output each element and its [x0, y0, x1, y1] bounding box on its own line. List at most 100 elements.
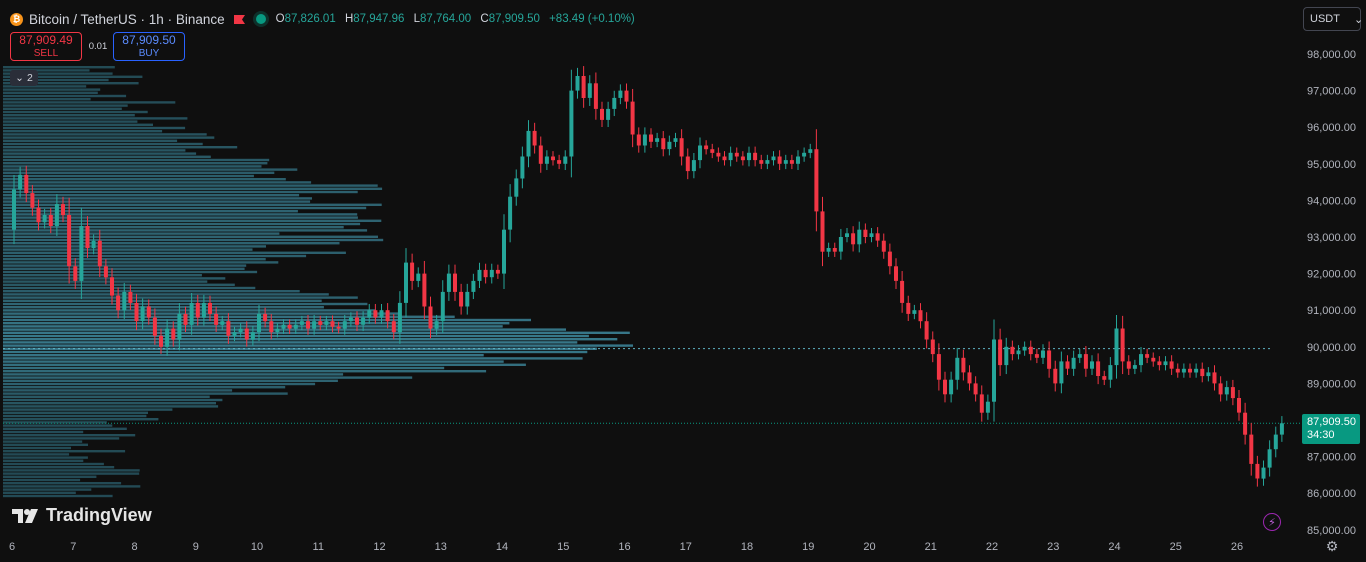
volume-profile-bar	[3, 181, 312, 184]
candle	[1194, 368, 1199, 373]
candle	[949, 379, 954, 395]
volume-profile-bar	[3, 190, 358, 194]
candle	[416, 273, 421, 281]
candle	[1126, 361, 1131, 369]
volume-profile-bar	[3, 376, 413, 379]
volume-profile-bar	[3, 165, 262, 168]
candle	[152, 317, 157, 336]
candle	[1151, 357, 1156, 362]
x-tick-label: 24	[1108, 541, 1120, 553]
volume-profile-bar	[3, 139, 178, 142]
symbol-header[interactable]: ₿ Bitcoin / TetherUS · 1h · Binance O87,…	[10, 9, 641, 29]
candle	[796, 156, 800, 164]
y-tick-label: 90,000.00	[1307, 342, 1356, 354]
candle	[655, 138, 660, 142]
candle	[906, 302, 911, 314]
candle	[1034, 354, 1039, 358]
volume-profile-bar	[3, 309, 376, 312]
volume-profile-bar	[3, 274, 202, 277]
volume-profile-bar	[3, 386, 286, 389]
candle	[342, 321, 347, 329]
volume-profile-bar	[3, 446, 71, 450]
candle	[391, 321, 396, 333]
candle	[838, 237, 843, 252]
x-tick-label: 20	[863, 541, 875, 553]
candle	[1096, 361, 1101, 376]
candle	[508, 196, 513, 230]
buy-button[interactable]: 87,909.50 BUY	[113, 32, 185, 61]
candle	[1206, 372, 1211, 377]
candle	[1163, 361, 1168, 366]
time-axis[interactable]: 6 7 8 9 10 11 12 13 14 15 16 17 18 19 20 21 22 23 24 25 26	[9, 541, 1243, 553]
x-tick-label: 8	[131, 541, 137, 553]
volume-profile-bar	[3, 360, 504, 363]
x-tick-label: 13	[435, 541, 447, 553]
volume-profile-bar	[3, 322, 510, 325]
volume-profile-bar	[3, 254, 307, 258]
volume-profile-bar	[3, 488, 92, 491]
volume-profile-bar	[3, 418, 159, 421]
price-axis[interactable]: 98,000.00 97,000.00 96,000.00 95,000.00 94,0…	[1307, 49, 1356, 537]
volume-profile-bar	[3, 120, 138, 123]
candle	[1249, 434, 1254, 464]
volume-profile-bar	[3, 72, 113, 75]
candle	[453, 273, 457, 292]
candle	[1175, 368, 1180, 373]
candle	[324, 321, 329, 325]
lightning-icon[interactable]: ⚡	[1263, 513, 1281, 531]
volume-profile-bar	[3, 398, 223, 402]
candlestick-series	[12, 66, 1284, 487]
sell-button[interactable]: 87,909.49 SELL	[10, 32, 82, 61]
volume-profile-bar	[3, 382, 316, 386]
y-tick-label: 95,000.00	[1307, 159, 1356, 171]
candle	[355, 317, 359, 325]
indicators-toggle-button[interactable]: ⌄ 2	[10, 70, 38, 86]
currency-selector[interactable]: USDT ⌄	[1303, 7, 1363, 31]
candle	[1083, 354, 1088, 369]
low-label: L	[413, 13, 421, 25]
gear-icon[interactable]: ⚙	[1325, 537, 1339, 554]
volume-profile-bar	[3, 206, 367, 210]
volume-profile-bar	[3, 155, 211, 158]
candle	[287, 324, 292, 329]
flag-icon[interactable]	[233, 14, 246, 25]
indicators-count: 2	[26, 72, 33, 84]
candle	[569, 90, 574, 157]
volume-profile-bar	[3, 117, 188, 120]
candle	[532, 130, 537, 146]
candle	[887, 251, 892, 267]
candle	[808, 149, 813, 153]
candle	[281, 324, 286, 329]
candle	[201, 302, 206, 318]
volume-profile-bar	[3, 130, 163, 133]
candle	[642, 134, 647, 146]
candle	[189, 302, 194, 325]
tradingview-logo[interactable]: TradingView	[12, 505, 152, 526]
volume-profile-bar	[3, 229, 368, 232]
volume-profile-bar	[3, 395, 210, 398]
volume-profile-bar	[3, 366, 445, 370]
candle	[483, 269, 488, 278]
candle	[24, 174, 29, 194]
volume-profile-bar	[3, 88, 101, 91]
candle	[869, 233, 874, 237]
volume-profile-bar	[3, 78, 109, 82]
candle	[1267, 449, 1272, 468]
y-tick-label: 97,000.00	[1307, 86, 1356, 98]
candle	[600, 108, 604, 120]
symbol-title[interactable]: Bitcoin / TetherUS · 1h · Binance	[29, 11, 225, 27]
candle	[1145, 354, 1150, 358]
candle	[459, 291, 464, 307]
candle	[318, 321, 323, 325]
candle	[140, 306, 145, 322]
x-tick-label: 9	[193, 541, 199, 553]
volume-profile-bar	[3, 75, 143, 78]
volume-profile-bar	[3, 136, 215, 139]
candle	[685, 156, 690, 172]
candle	[159, 335, 163, 347]
candle	[734, 152, 739, 157]
candle	[1169, 361, 1174, 369]
volume-profile-bar	[3, 171, 275, 174]
candle	[116, 295, 121, 311]
